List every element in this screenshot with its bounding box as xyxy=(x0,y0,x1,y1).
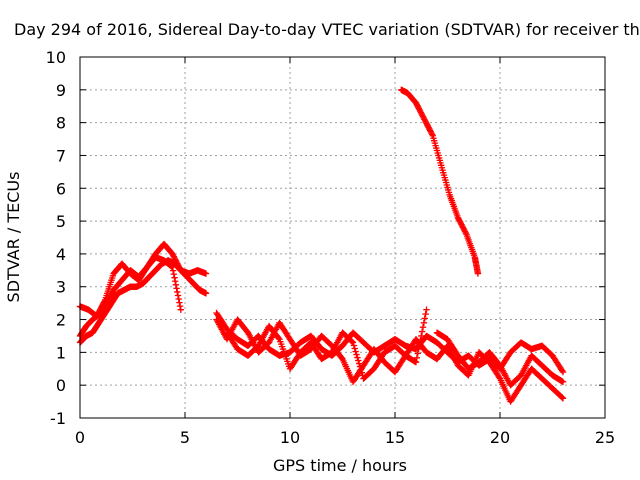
y-tick-label: -1 xyxy=(50,409,66,428)
data-point xyxy=(173,285,180,292)
x-tick-label: 10 xyxy=(280,428,300,447)
x-tick-label: 20 xyxy=(490,428,510,447)
data-point xyxy=(357,366,365,373)
data-point xyxy=(351,345,358,352)
series-late-b xyxy=(433,342,567,405)
data-point xyxy=(416,341,423,348)
data-point xyxy=(423,306,430,313)
y-tick-label: 10 xyxy=(46,48,66,67)
data-point xyxy=(422,310,429,318)
data-point xyxy=(559,395,567,402)
data-point xyxy=(202,270,210,277)
x-tick-label: 15 xyxy=(385,428,405,447)
y-tick-label: 5 xyxy=(56,212,66,231)
series-mid-c xyxy=(223,306,430,382)
data-point xyxy=(176,299,183,306)
data-point xyxy=(169,263,176,271)
series-early-mid xyxy=(76,253,184,340)
data-point xyxy=(174,288,181,296)
data-point xyxy=(418,332,425,340)
data-point xyxy=(358,369,365,376)
data-point xyxy=(559,378,567,386)
x-tick-label: 25 xyxy=(595,428,615,447)
data-marks xyxy=(76,86,567,405)
data-point xyxy=(414,350,421,357)
data-point xyxy=(415,345,422,353)
data-point xyxy=(176,302,184,310)
grid-lines xyxy=(80,57,605,418)
data-point xyxy=(558,394,566,401)
y-tick-label: 3 xyxy=(56,278,66,297)
data-point xyxy=(558,367,566,374)
data-point xyxy=(355,360,363,367)
data-point xyxy=(462,229,469,237)
x-axis-label: GPS time / hours xyxy=(273,456,407,475)
data-point xyxy=(418,328,426,335)
data-point xyxy=(169,267,177,274)
x-tick-label: 0 xyxy=(75,428,85,447)
data-point xyxy=(171,274,178,281)
data-point xyxy=(172,281,180,289)
data-point xyxy=(559,368,567,376)
plot-frame xyxy=(79,56,606,419)
data-point xyxy=(174,292,182,299)
axis-ticks: 0 5 10 15 20 25 -1 0 1 2 3 4 5 6 7 8 9 10 xyxy=(46,48,616,447)
y-tick-label: 9 xyxy=(56,81,66,100)
data-point xyxy=(354,354,361,361)
data-point xyxy=(413,354,421,362)
series-late-c xyxy=(433,329,567,389)
data-point xyxy=(355,357,362,364)
data-point xyxy=(495,374,503,381)
data-point xyxy=(420,319,428,327)
data-point xyxy=(412,359,420,366)
x-tick-label: 5 xyxy=(180,428,190,447)
y-tick-label: 6 xyxy=(56,179,66,198)
y-tick-label: 4 xyxy=(56,245,66,264)
data-point xyxy=(202,290,210,297)
data-point xyxy=(419,324,427,331)
data-point xyxy=(349,339,357,346)
data-point xyxy=(421,315,428,322)
series-early-low xyxy=(76,257,210,346)
y-tick-label: 8 xyxy=(56,114,66,133)
data-point xyxy=(474,270,482,277)
data-point xyxy=(175,295,182,303)
data-point xyxy=(353,351,360,358)
data-point xyxy=(275,334,282,342)
y-axis-label: SDTVAR / TECUs xyxy=(4,172,23,303)
y-tick-label: 1 xyxy=(56,343,66,362)
data-point xyxy=(417,337,424,344)
series-high-arc xyxy=(398,86,482,277)
data-point xyxy=(350,342,358,349)
y-tick-label: 7 xyxy=(56,146,66,165)
data-point xyxy=(356,363,364,370)
y-tick-label: 0 xyxy=(56,376,66,395)
data-point xyxy=(428,131,436,138)
data-point xyxy=(172,278,179,285)
chart-title: Day 294 of 2016, Sidereal Day-to-day VTE… xyxy=(14,20,640,39)
data-point xyxy=(348,338,356,345)
data-point xyxy=(352,348,359,355)
data-point xyxy=(170,270,177,278)
data-point xyxy=(177,306,184,313)
y-tick-label: 2 xyxy=(56,311,66,330)
